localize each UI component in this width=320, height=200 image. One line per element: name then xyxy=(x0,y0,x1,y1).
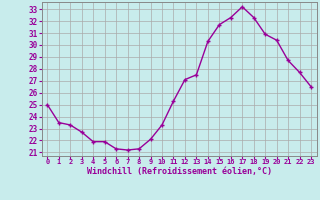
X-axis label: Windchill (Refroidissement éolien,°C): Windchill (Refroidissement éolien,°C) xyxy=(87,167,272,176)
